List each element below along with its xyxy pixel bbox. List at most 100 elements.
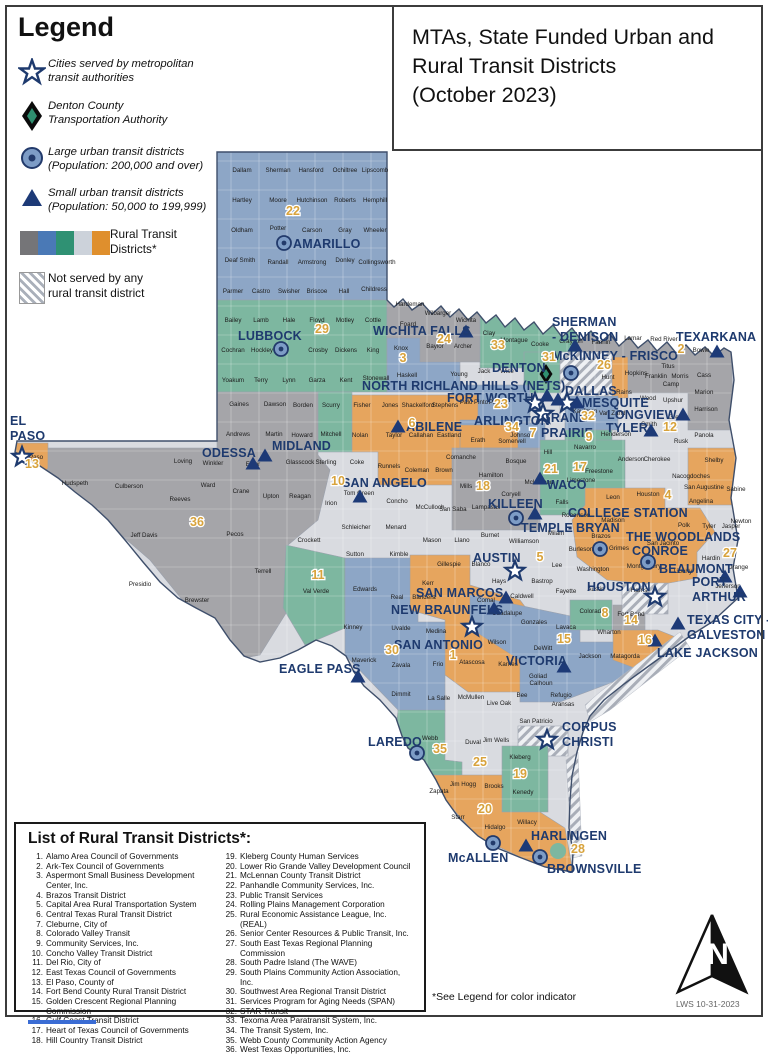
county-label: Liberty — [674, 568, 693, 575]
county-label: Clay — [483, 330, 496, 337]
district-number: 12 — [663, 420, 677, 434]
county-label: Real — [391, 594, 404, 601]
county-label: Kaufman — [573, 408, 598, 415]
large-urban-circle-center — [645, 559, 651, 565]
county-label: Hopkins — [625, 370, 647, 377]
county-label: Jefferson — [715, 583, 741, 590]
district-number: 30 — [385, 643, 399, 657]
county-label: Brooks — [484, 783, 503, 790]
city-label: DALLAS — [565, 384, 617, 398]
county-label: Paso — [29, 454, 44, 461]
county-label: Donley — [335, 257, 355, 264]
county-label: Hall — [339, 288, 350, 295]
county-label: Duval — [465, 739, 481, 746]
city-label: COLLEGE STATION — [568, 506, 688, 520]
county-label: Sabine — [726, 486, 746, 493]
district-list-item: 18. Hill Country Transit District — [31, 1035, 143, 1045]
county-label: Brewster — [185, 597, 209, 604]
county-label: Sutton — [346, 551, 364, 558]
legend-item-mta: Cities served by metropolitan transit au… — [16, 57, 221, 86]
county-label: Lamb — [253, 317, 269, 324]
large-urban-circle-center — [568, 370, 574, 376]
county-label: Parmer — [223, 288, 243, 295]
county-label: Haskell — [397, 372, 417, 379]
small-urban-triangle-marker — [350, 669, 366, 683]
transit-region-22 — [216, 152, 388, 301]
district-list-item: 31. Services Program for Aging Needs (SPA… — [225, 997, 396, 1007]
county-label: Edwards — [353, 586, 377, 593]
map-credit: LWS 10-31-2023 — [676, 999, 740, 1009]
district-number: 5 — [537, 550, 544, 564]
county-label: Morris — [671, 373, 688, 380]
county-label: Garza — [309, 377, 326, 384]
county-label: Hutchinson — [297, 197, 329, 204]
mta-star-marker — [9, 443, 35, 468]
county-label: Culberson — [115, 483, 144, 490]
large-urban-circle-center — [414, 750, 420, 756]
district-number: 31 — [542, 350, 556, 364]
county-label: Callahan — [409, 432, 434, 439]
city-label: CONROE — [632, 544, 688, 558]
legend-small-line2: (Population: 50,000 to 199,999) — [48, 201, 207, 214]
county-label: Ward — [201, 482, 216, 489]
county-label: Crane — [233, 488, 250, 495]
county-label: Hale — [283, 317, 296, 324]
district-list-item: 15. Golden Crescent Regional Planning Com… — [31, 997, 177, 1016]
mta-star-marker — [502, 557, 528, 582]
small-urban-triangle-marker — [498, 590, 514, 604]
county-label: Howard — [291, 432, 313, 439]
transit-region-4 — [571, 487, 716, 586]
district-number: 25 — [473, 755, 487, 769]
county-label: Reeves — [170, 496, 191, 503]
county-label: Bastrop — [531, 578, 553, 585]
county-label: Austin — [587, 586, 605, 593]
district-number: 36 — [190, 515, 204, 529]
county-label: Stephens — [432, 402, 458, 409]
county-label: Rains — [616, 389, 632, 396]
city-label: SAN MARCOS — [416, 586, 503, 600]
legend-item-small-urban: Small urban transit districts (Populatio… — [16, 186, 221, 214]
county-label: Leon — [606, 494, 620, 501]
county-label: Guadalupe — [492, 610, 523, 617]
district-list-item: 24. Rolling Plains Management Corporation — [225, 900, 385, 910]
county-label: Zavala — [392, 662, 411, 669]
county-label: Dimmit — [391, 691, 411, 698]
small-urban-triangle-marker — [352, 489, 368, 503]
city-label: AUSTIN — [473, 551, 521, 565]
district-list-item: 27. South East Texas Regional Planning Co… — [225, 939, 373, 958]
county-label: Upshur — [663, 397, 683, 404]
district-list-item: 5. Capital Area Rural Transportation Syst… — [36, 900, 197, 910]
county-label: Crosby — [308, 347, 329, 354]
district-list-item: 33. Texoma Area Paratransit System, Inc. — [225, 1016, 377, 1026]
legend: Legend Cities served by metropolitan tra… — [16, 12, 221, 317]
region-dot-marker — [550, 843, 566, 859]
large-urban-circle-center — [490, 840, 496, 846]
county-label: Eastland — [437, 432, 462, 439]
city-label: MESQUITE — [582, 396, 649, 410]
city-label: KILLEEN — [488, 497, 543, 511]
county-label: Wise — [500, 368, 514, 375]
district-number: 33 — [491, 338, 505, 352]
county-label: Briscoe — [307, 288, 328, 295]
county-label: San Patricio — [519, 718, 553, 725]
county-label: Comanche — [446, 454, 476, 461]
county-label: Taylor — [386, 432, 403, 439]
district-number: 21 — [544, 462, 558, 476]
city-label: LUBBOCK — [238, 329, 302, 343]
mta-star-marker — [530, 400, 556, 425]
county-label: Yoakum — [222, 377, 244, 384]
county-label: Webb — [422, 735, 439, 742]
city-label: NORTH RICHLAND HILLS (NETS) — [362, 379, 565, 393]
county-label: Scurry — [322, 402, 341, 409]
county-label: Runnels — [378, 463, 401, 470]
county-label: Dickens — [335, 347, 357, 354]
city-label: TEXARKANA — [676, 330, 756, 344]
county-label: Motley — [336, 317, 355, 324]
small-urban-triangle-marker — [245, 456, 261, 470]
city-label: THE WOODLANDS — [626, 530, 740, 544]
county-label: Baylor — [426, 343, 444, 350]
city-label: TEXAS CITY - — [687, 613, 768, 627]
texas-map-svg: Dallam Sherman Hansford Ochiltree Lipscomb Ha… — [9, 151, 768, 876]
county-label: Limestone — [567, 477, 596, 484]
county-label: Wilbarger — [425, 310, 451, 317]
